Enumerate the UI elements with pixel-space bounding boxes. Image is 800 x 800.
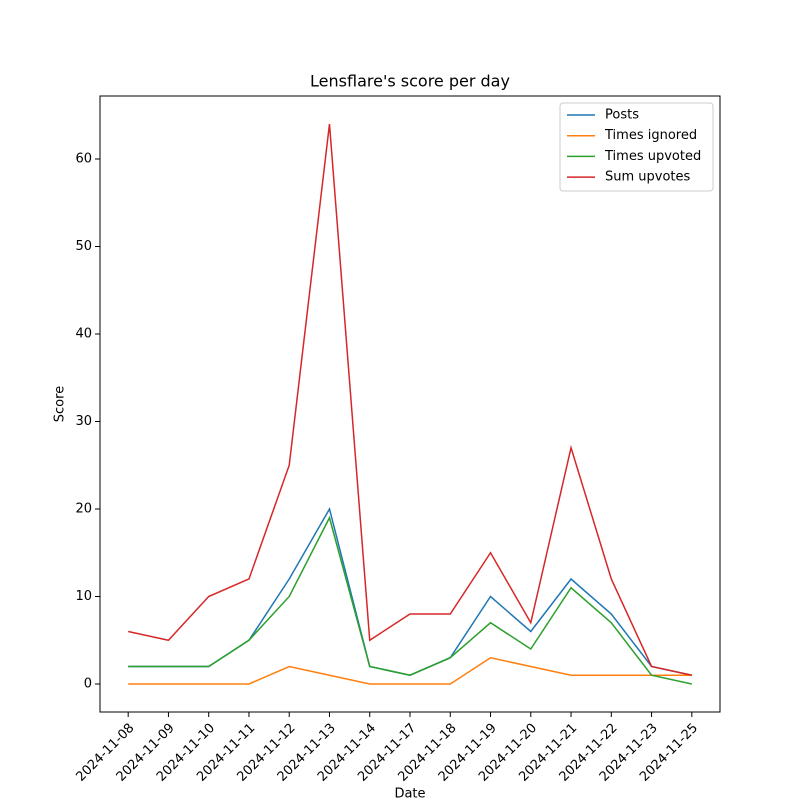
series-line: [128, 515, 692, 685]
y-axis-label: Score: [53, 386, 68, 422]
y-tick-label: 0: [84, 677, 92, 692]
y-tick-label: 10: [75, 589, 92, 604]
legend-label: Times upvoted: [604, 149, 701, 164]
series-line: [128, 507, 692, 677]
legend-label: Times ignored: [604, 128, 697, 143]
x-axis-label: Date: [394, 787, 425, 800]
chart-title: Lensflare's score per day: [310, 72, 510, 91]
legend-label: Sum upvotes: [605, 170, 691, 185]
series-line: [128, 656, 692, 685]
y-tick-label: 60: [75, 152, 92, 167]
legend-label: Posts: [605, 108, 639, 123]
series-line: [128, 123, 692, 676]
legend-box: [559, 102, 714, 192]
y-tick-label: 50: [75, 239, 92, 254]
y-tick-label: 20: [75, 502, 92, 517]
plot-frame: [99, 95, 721, 713]
y-tick-label: 40: [75, 327, 92, 342]
y-tick-label: 30: [75, 414, 92, 429]
